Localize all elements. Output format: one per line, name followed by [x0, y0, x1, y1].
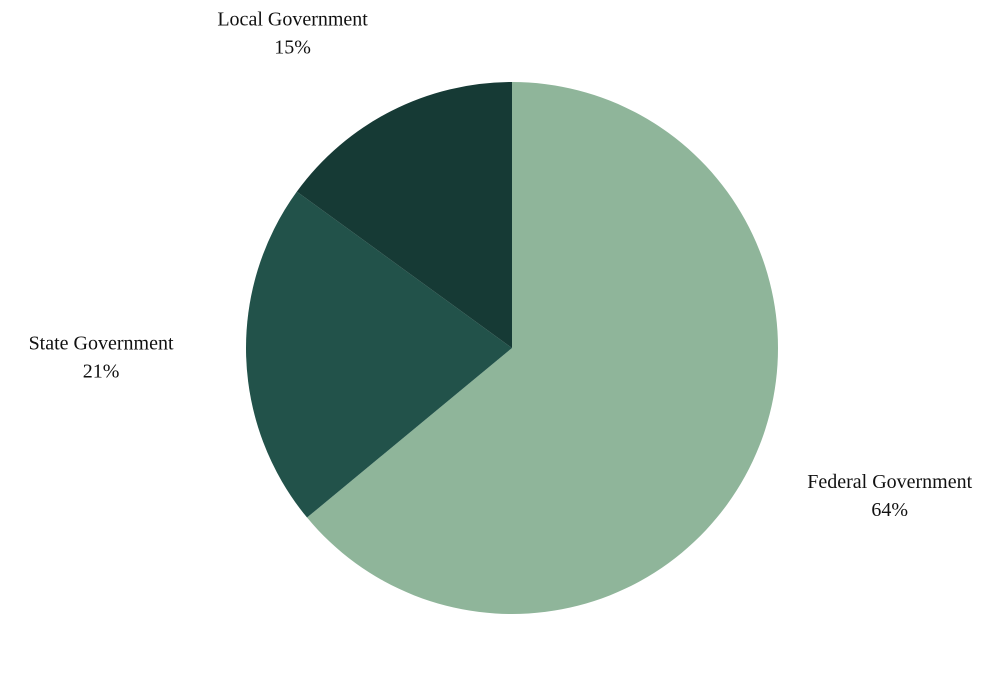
pie-slice [296, 82, 512, 348]
slice-value-label: 64% [871, 499, 908, 521]
pie-slice [246, 191, 513, 518]
slice-value-label: 15% [274, 37, 311, 59]
pie-slice [307, 82, 779, 614]
slice-label: Local Government [217, 9, 368, 31]
slice-value-label: 21% [83, 361, 120, 383]
slice-label: State Government [29, 333, 174, 355]
slice-label: Federal Government [807, 471, 972, 493]
